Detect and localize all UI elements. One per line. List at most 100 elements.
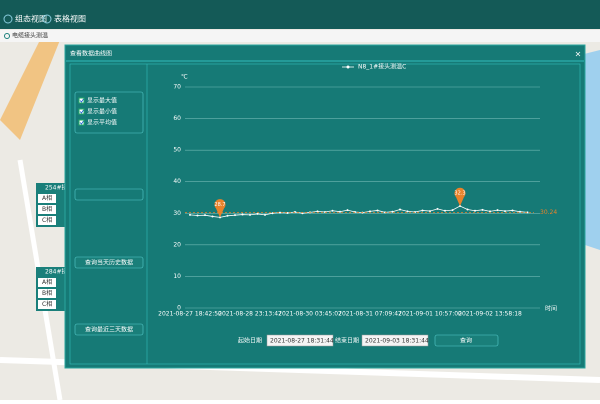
- empty-box: [74, 188, 144, 201]
- content-frame: [69, 63, 581, 365]
- point: [406, 210, 409, 213]
- average-label: 30.24: [540, 209, 557, 216]
- label: 起始日期: [238, 337, 262, 345]
- check: [79, 120, 84, 125]
- point: [189, 213, 191, 216]
- marker-label: 28.7: [214, 202, 225, 208]
- button-label: 查询: [460, 337, 472, 345]
- button[interactable]: [74, 323, 144, 336]
- button[interactable]: [74, 256, 144, 269]
- point: [204, 214, 206, 217]
- panel-row-label: C相: [42, 300, 52, 308]
- point: [399, 208, 401, 211]
- panel-row-label: B相: [42, 205, 52, 213]
- panel-row: [38, 205, 56, 214]
- panel-row-label: C相: [42, 216, 52, 224]
- point: [256, 212, 259, 215]
- x-tick-label: 2021-09-01 10:57:00: [398, 311, 462, 318]
- close-button[interactable]: ×: [575, 50, 582, 59]
- point: [241, 213, 244, 216]
- panel-row: [38, 289, 56, 298]
- date-value: 2021-08-27 18:31:44: [270, 338, 334, 345]
- x-tick-label: 2021-08-31 07:09:47: [338, 311, 402, 318]
- date-input[interactable]: [266, 334, 334, 347]
- checkbox[interactable]: [78, 119, 85, 126]
- query-button[interactable]: [434, 334, 499, 347]
- y-tick-label: 50: [173, 147, 181, 154]
- point: [444, 209, 446, 212]
- panel-row: [38, 278, 56, 287]
- tab-icon: [42, 14, 52, 24]
- point: [421, 209, 424, 212]
- subtitle: 电缆接头测温: [12, 32, 48, 40]
- point: [466, 208, 469, 211]
- dialog-title: 查看数据曲线图: [70, 50, 112, 58]
- date-input[interactable]: [361, 334, 429, 347]
- point: [339, 210, 341, 213]
- point: [211, 215, 214, 218]
- checkbox[interactable]: [78, 108, 85, 115]
- point: [489, 210, 491, 213]
- y-tick-label: 40: [173, 178, 181, 185]
- marker-pin: [214, 199, 226, 218]
- x-axis-label: 时间: [545, 305, 557, 313]
- point: [264, 213, 266, 216]
- y-tick-label: 10: [173, 273, 181, 280]
- check: [79, 109, 84, 114]
- point: [429, 210, 431, 213]
- panel-row-label: A相: [42, 194, 52, 202]
- marker-pin: [454, 187, 466, 207]
- point: [234, 214, 236, 217]
- point: [369, 210, 371, 213]
- panel-row: [38, 216, 56, 225]
- top-bar: [0, 0, 600, 29]
- point: [279, 211, 281, 214]
- point: [519, 210, 521, 213]
- radio[interactable]: [4, 33, 10, 39]
- options-box: [74, 91, 144, 134]
- point: [346, 209, 349, 212]
- x-tick-label: 2021-08-27 18:42:50: [158, 311, 222, 318]
- tab[interactable]: 表格视图: [54, 14, 86, 24]
- button-label: 查询最近三天数据: [85, 326, 133, 334]
- point: [451, 209, 454, 212]
- point: [496, 209, 499, 212]
- y-tick-label: 70: [173, 84, 181, 91]
- label: 结束日期: [335, 337, 359, 345]
- legend-symbol: [346, 65, 350, 69]
- check: [79, 98, 84, 103]
- panel-row: [38, 194, 56, 203]
- panel-row-label: B相: [42, 289, 52, 297]
- panel-title: 254#接头测: [45, 184, 79, 192]
- x-tick-label: 2021-08-28 23:13:47: [218, 311, 282, 318]
- road: [0, 40, 60, 140]
- background-panels: 254#接头测 A相 B相 C相 284#接头测 A相 B相 C相: [36, 183, 79, 311]
- point: [331, 209, 334, 212]
- panel-row-label: A相: [42, 278, 52, 286]
- tab-icon: [3, 14, 13, 24]
- sub-bar: [0, 30, 600, 42]
- dialog: [64, 44, 586, 369]
- point: [376, 209, 379, 212]
- panel-title: 284#接头测: [45, 268, 79, 276]
- point: [196, 214, 199, 217]
- point: [474, 209, 476, 212]
- x-tick-label: 2021-09-02 13:58:18: [458, 311, 522, 318]
- point: [226, 214, 229, 217]
- tab[interactable]: 组态视图: [15, 14, 47, 24]
- y-tick-label: 60: [173, 115, 181, 122]
- button-label: 查询当天历史数据: [85, 259, 133, 267]
- point: [481, 208, 484, 211]
- y-tick-label: 0: [177, 305, 181, 312]
- marker-label: 32.3: [454, 191, 465, 197]
- x-tick-label: 2021-08-30 03:45:07: [278, 311, 342, 318]
- point: [436, 207, 439, 210]
- y-tick-label: 20: [173, 241, 181, 248]
- option-label: 显示最小值: [87, 108, 117, 116]
- legend-label: N8_1#接头测温C: [358, 63, 406, 71]
- point: [316, 210, 319, 213]
- point: [504, 210, 506, 213]
- checkbox[interactable]: [78, 97, 85, 104]
